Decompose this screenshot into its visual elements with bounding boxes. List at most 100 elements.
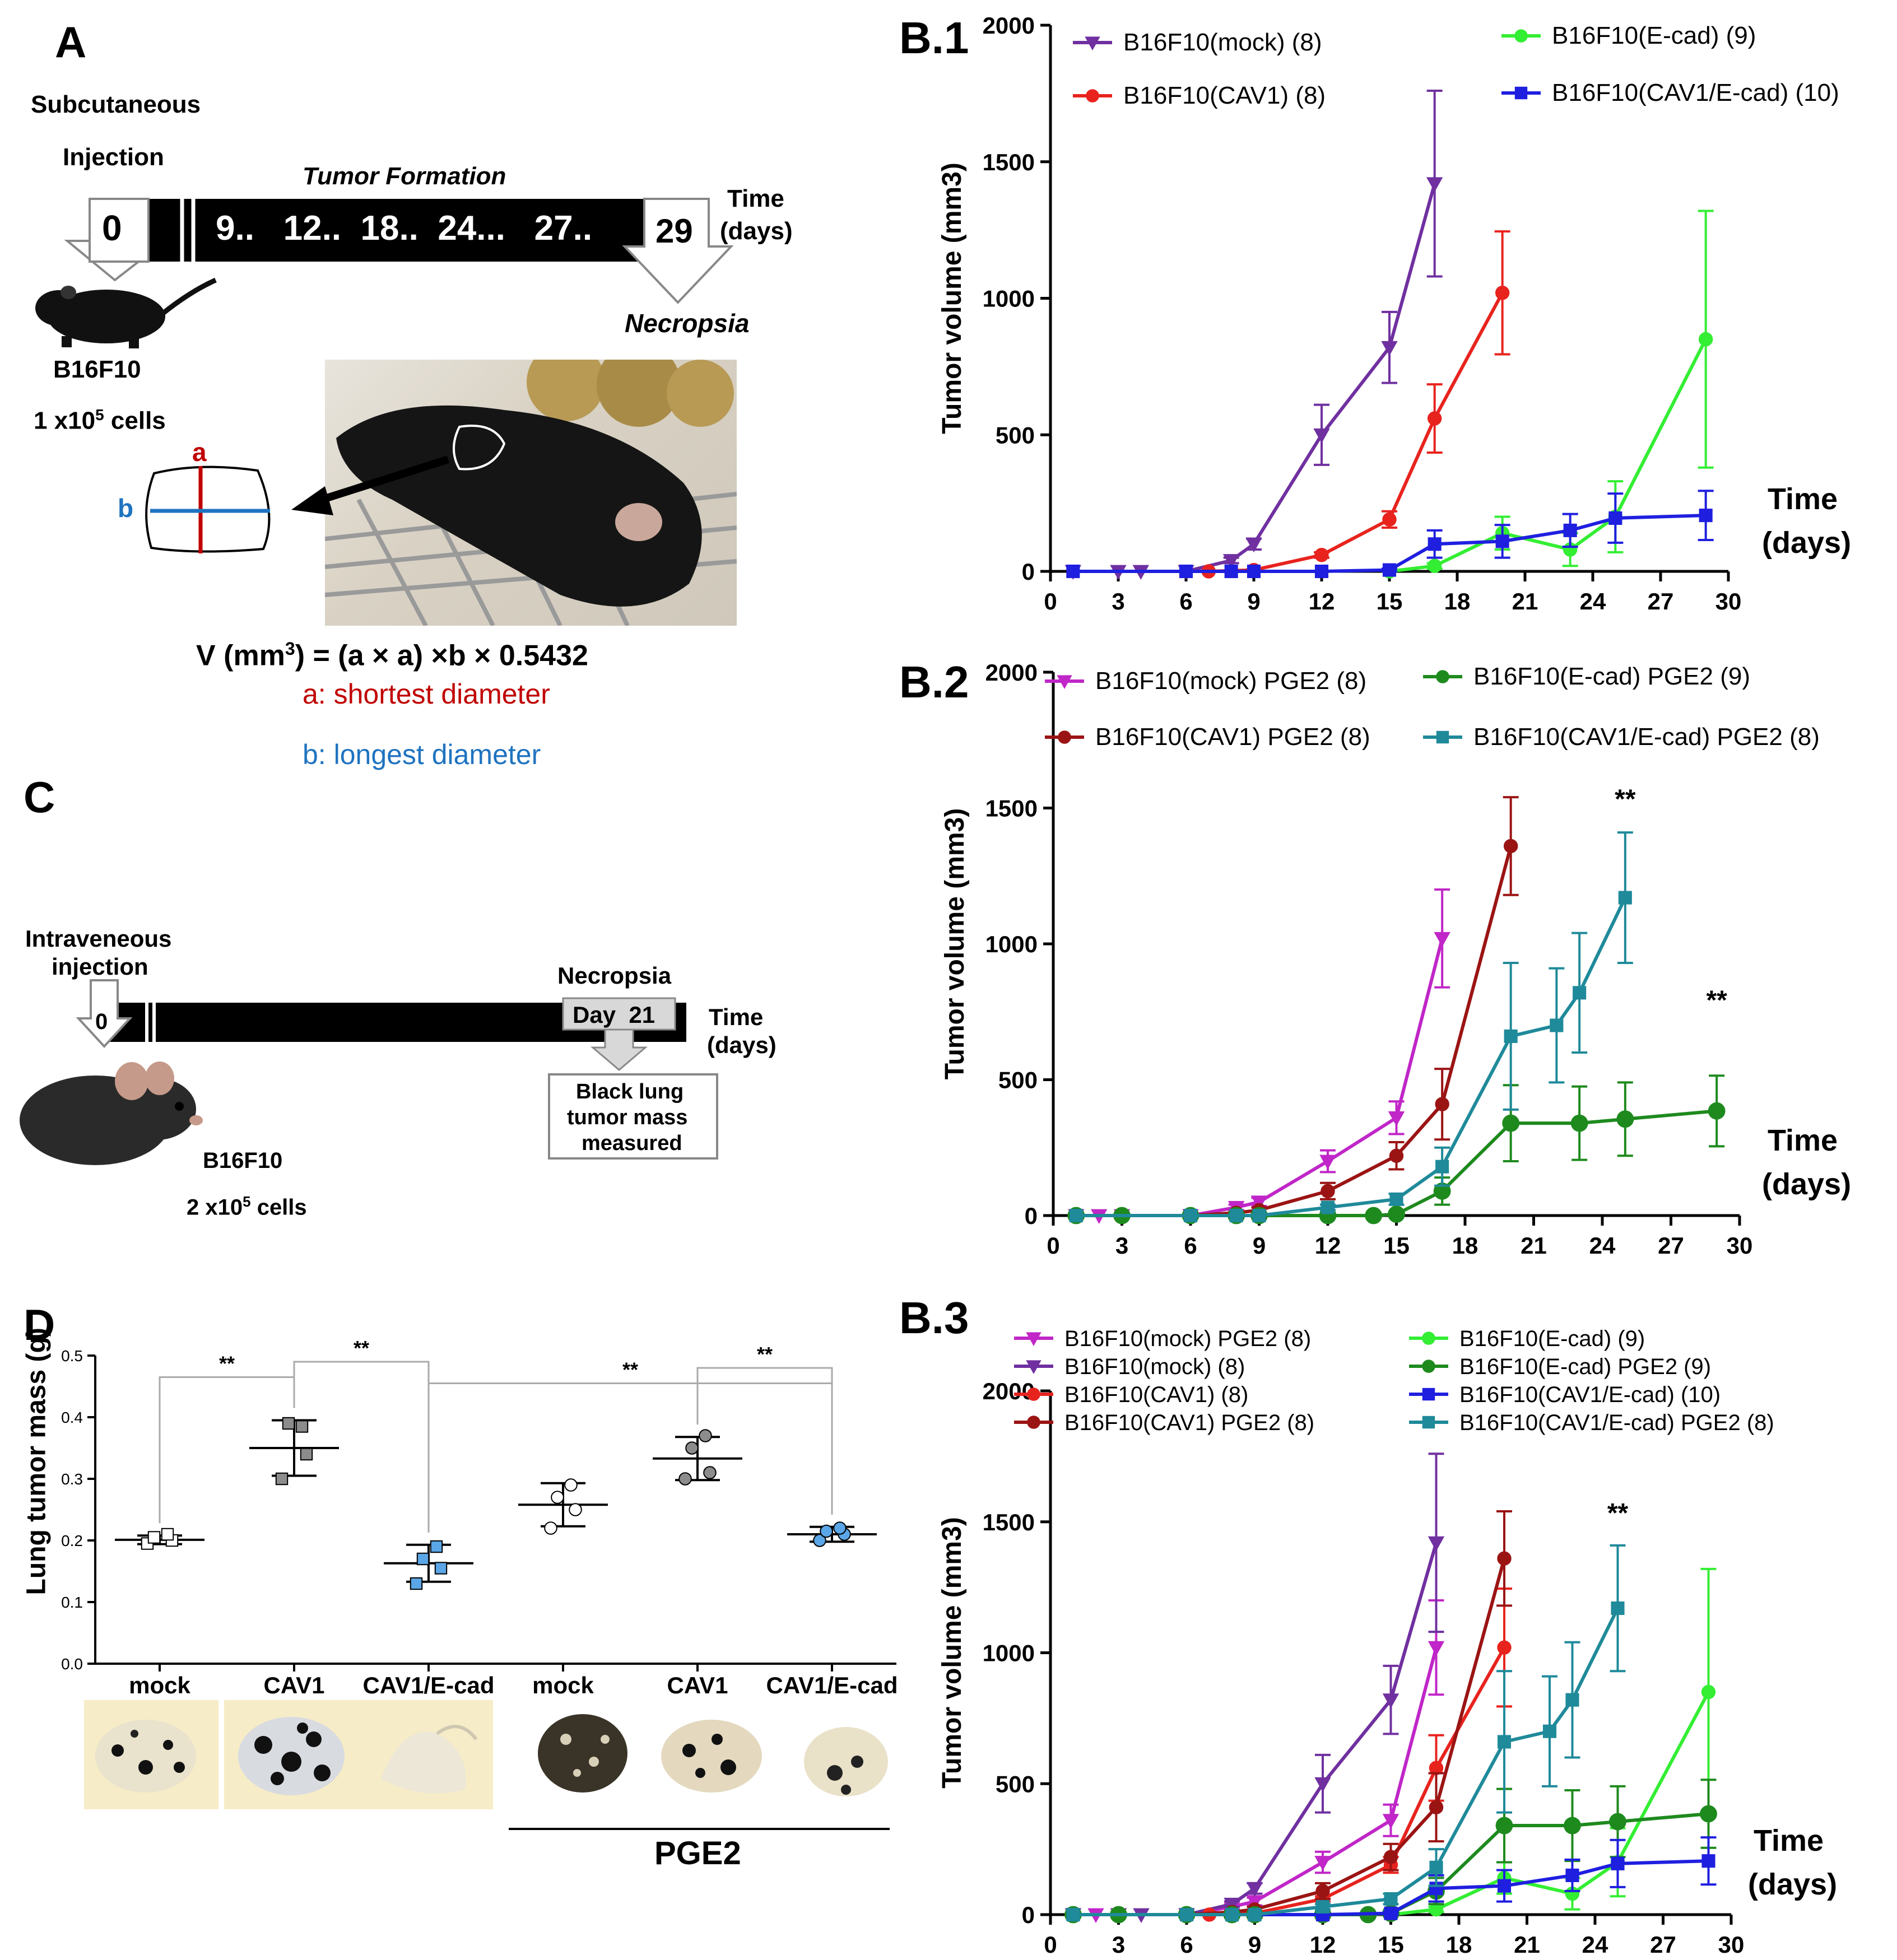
data-point-B2-cav1ecad_pge2: [1573, 986, 1587, 1000]
x-tick-label-B1: 15: [1377, 588, 1403, 614]
d-significance: **: [757, 1343, 773, 1366]
data-point-B2-cav1ecad_pge2: [1389, 1192, 1403, 1206]
series-B1-cav1ecad: [1066, 490, 1714, 579]
data-point-B1-mock: [1381, 341, 1398, 356]
data-point-B2-mock_pge2: [1388, 1111, 1405, 1126]
data-point-B1-cav1: [1314, 548, 1329, 562]
data-point-B1-cav1ecad: [1428, 537, 1442, 551]
panel-c-label: C: [24, 772, 55, 822]
x-tick-label-B2: 21: [1521, 1232, 1547, 1259]
legend-label-B3-cav1: B16F10(CAV1) (8): [1064, 1382, 1248, 1407]
timeline-day-end: 29: [655, 212, 693, 250]
legend-label-B1-cav1ecad: B16F10(CAV1/E-cad) (10): [1552, 79, 1839, 106]
data-point-B1-cav1ecad: [1563, 523, 1577, 537]
data-point-B3-cav1ecad_pge2: [1225, 1907, 1239, 1922]
data-point-B3-ecad_pge2: [1495, 1817, 1513, 1835]
arrow-to-diagram: [291, 455, 450, 515]
data-point-B3-mock: [1246, 1882, 1263, 1897]
data-point-B3-cav1: [1497, 1640, 1512, 1655]
y-axis-label-B2: Tumor volume (mm3): [940, 808, 970, 1080]
data-point-B1-cav1ecad: [1224, 564, 1238, 579]
data-point-B3-cav1ecad_pge2: [1384, 1892, 1398, 1906]
data-point-B2-ecad_pge2: [1616, 1110, 1634, 1128]
x-tick-label-B3: 0: [1044, 1931, 1057, 1958]
cell-count-c: 2 x105 cells: [187, 1193, 307, 1220]
data-point-B3-mock_pge2: [1314, 1856, 1331, 1871]
legend-label-B3-cav1_pge2: B16F10(CAV1) PGE2 (8): [1064, 1410, 1314, 1435]
legend-label-B1-mock: B16F10(mock) (8): [1123, 29, 1322, 56]
d-data-point: [813, 1534, 826, 1547]
d-data-point: [820, 1524, 833, 1538]
series-B3-cav1: [1202, 1587, 1512, 1922]
x-tick-label-B2: 3: [1115, 1232, 1128, 1259]
legend-label-B3-cav1ecad: B16F10(CAV1/E-cad) (10): [1459, 1382, 1721, 1407]
d-category-label: CAV1/E-cad: [766, 1672, 898, 1698]
d-category-label: CAV1: [263, 1672, 325, 1698]
lung-photo-cav1: [224, 1700, 359, 1809]
d-data-point: [569, 1503, 582, 1516]
data-point-B2-cav1ecad_pge2: [1321, 1200, 1335, 1214]
d-y-tick-label: 0.3: [61, 1470, 83, 1488]
legend-marker-B2-cav1_pge2: [1058, 730, 1071, 744]
data-point-B2-cav1ecad_pge2: [1550, 1018, 1564, 1032]
x-tick-label-B3: 21: [1514, 1931, 1540, 1958]
data-point-B3-cav1ecad_pge2: [1248, 1907, 1262, 1922]
legend-marker-B2-ecad_pge2: [1436, 670, 1449, 683]
data-point-B2-cav1ecad_pge2: [1618, 891, 1632, 905]
x-tick-label-B3: 9: [1248, 1931, 1261, 1958]
legend-marker-B3-ecad: [1422, 1332, 1435, 1345]
chart-title-B1: B.1: [899, 13, 969, 63]
y-tick-label-B2: 1500: [985, 795, 1038, 822]
chart-b2: B.2 0 3 6 9 12 15 18 21 24 27 30 0 500 1000 1500 2000 Tum…: [899, 657, 1820, 1259]
data-point-B3-ecad: [1701, 1684, 1716, 1700]
legend-label-B1-ecad: B16F10(E-cad) (9): [1552, 22, 1756, 49]
series-line-B3-ecad: [1391, 1691, 1710, 1916]
x-tick-label-B3: 15: [1378, 1931, 1404, 1958]
data-point-B3-cav1ecad_pge2: [1179, 1907, 1194, 1922]
y-tick-label-B2: 2000: [985, 659, 1038, 686]
series-B2-cav1_pge2: [1114, 796, 1519, 1223]
data-point-B1-cav1: [1382, 512, 1397, 527]
d-data-point: [275, 1472, 289, 1486]
significance-B2: **: [1615, 785, 1636, 814]
series-line-B1-mock: [1073, 183, 1436, 573]
legend-marker-B1-ecad: [1514, 29, 1528, 43]
data-point-B3-cav1ecad: [1384, 1906, 1398, 1920]
d-group-4: [653, 1429, 742, 1486]
necropsia-c: Necropsia: [557, 962, 672, 989]
data-point-B3-cav1_pge2: [1383, 1850, 1398, 1864]
pge2-group-label: PGE2: [654, 1835, 741, 1871]
d-comparison-bracket: [159, 1376, 295, 1524]
route-line1: Subcutaneous: [31, 91, 201, 118]
legend-label-B2-cav1ecad_pge2: B16F10(CAV1/E-cad) PGE2 (8): [1473, 723, 1820, 751]
time-label-B3: Time: [1754, 1824, 1824, 1857]
timeline-c: [76, 979, 718, 1160]
volume-formula: V (mm3) = (a × a) ×b × 0.5432: [196, 639, 588, 672]
diameter-b-label: b: [118, 494, 134, 523]
d-data-point: [416, 1552, 430, 1566]
y-tick-label-B3: 500: [996, 1771, 1035, 1797]
data-point-B1-cav1ecad: [1382, 563, 1397, 577]
x-tick-label-B3: 18: [1446, 1931, 1472, 1958]
legend-marker-B3-mock: [1026, 1360, 1042, 1375]
x-tick-label-B1: 0: [1044, 588, 1057, 614]
data-point-B1-cav1ecad: [1608, 511, 1622, 525]
legend-marker-B1-cav1ecad: [1514, 86, 1528, 100]
y-axis-label-B1: Tumor volume (mm3): [937, 162, 967, 434]
data-point-B1-ecad: [1427, 558, 1442, 573]
legend-label-B2-ecad_pge2: B16F10(E-cad) PGE2 (9): [1473, 663, 1750, 690]
x-tick-label-B3: 30: [1718, 1931, 1745, 1958]
data-point-B3-mock: [1428, 1536, 1445, 1552]
x-tick-label-B2: 30: [1727, 1232, 1753, 1259]
d-data-point: [564, 1478, 578, 1492]
days-label-B3: (days): [1748, 1868, 1838, 1901]
legend-marker-B3-ecad_pge2: [1422, 1360, 1435, 1373]
data-point-B2-cav1_pge2: [1503, 839, 1518, 854]
time-c-1: Time: [709, 1004, 764, 1030]
d-data-point: [410, 1577, 423, 1590]
x-tick-label-B3: 6: [1180, 1931, 1193, 1958]
series-B3-cav1_pge2: [1111, 1510, 1512, 1922]
y-tick-label-B3: 1500: [983, 1509, 1035, 1535]
y-tick-label-B2: 500: [998, 1067, 1038, 1093]
iv-route-2: injection: [52, 953, 148, 980]
